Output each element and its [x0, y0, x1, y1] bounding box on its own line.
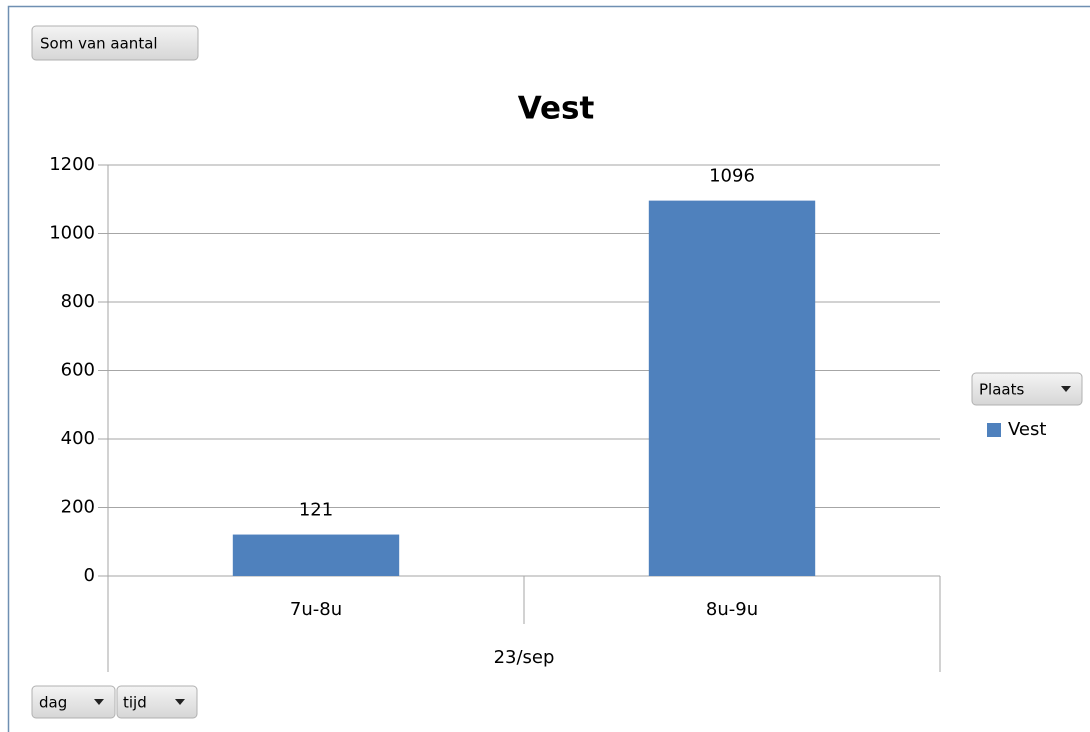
button-box — [971, 372, 1083, 406]
legend-swatch — [987, 423, 1001, 437]
button-label: Som van aantal — [40, 35, 158, 53]
dropdown-arrow — [94, 699, 104, 705]
dropdown-arrow — [1061, 386, 1071, 392]
y-tick-label: 400 — [61, 428, 95, 449]
button-box — [31, 25, 199, 61]
data-label: 1096 — [709, 166, 755, 187]
legend-label: Vest — [1008, 419, 1046, 440]
legend-field-button[interactable]: Plaats — [971, 372, 1083, 406]
bar — [232, 534, 400, 576]
y-tick-label: 1200 — [49, 154, 95, 175]
y-tick-label: 0 — [84, 565, 95, 586]
value-field-button[interactable]: Som van aantal — [31, 25, 199, 61]
button-label: Plaats — [979, 381, 1024, 399]
axis-field-button[interactable]: dag — [31, 685, 116, 719]
axis-field-button[interactable]: tijd — [116, 685, 198, 719]
button-label: tijd — [123, 694, 147, 712]
chart-title: Vest — [518, 91, 595, 127]
y-tick-label: 1000 — [49, 223, 95, 244]
bar — [648, 200, 816, 576]
y-tick-label: 800 — [61, 291, 95, 312]
dropdown-arrow — [175, 699, 185, 705]
button-label: dag — [39, 694, 67, 712]
x-tick-label: 8u-9u — [706, 599, 758, 620]
chart-frame — [7, 5, 1090, 732]
group-label: 23/sep — [494, 647, 555, 668]
y-tick-label: 200 — [61, 497, 95, 518]
y-tick-label: 600 — [61, 360, 95, 381]
x-tick-label: 7u-8u — [290, 599, 342, 620]
data-label: 121 — [299, 500, 333, 521]
button-box — [31, 685, 116, 719]
button-box — [116, 685, 198, 719]
